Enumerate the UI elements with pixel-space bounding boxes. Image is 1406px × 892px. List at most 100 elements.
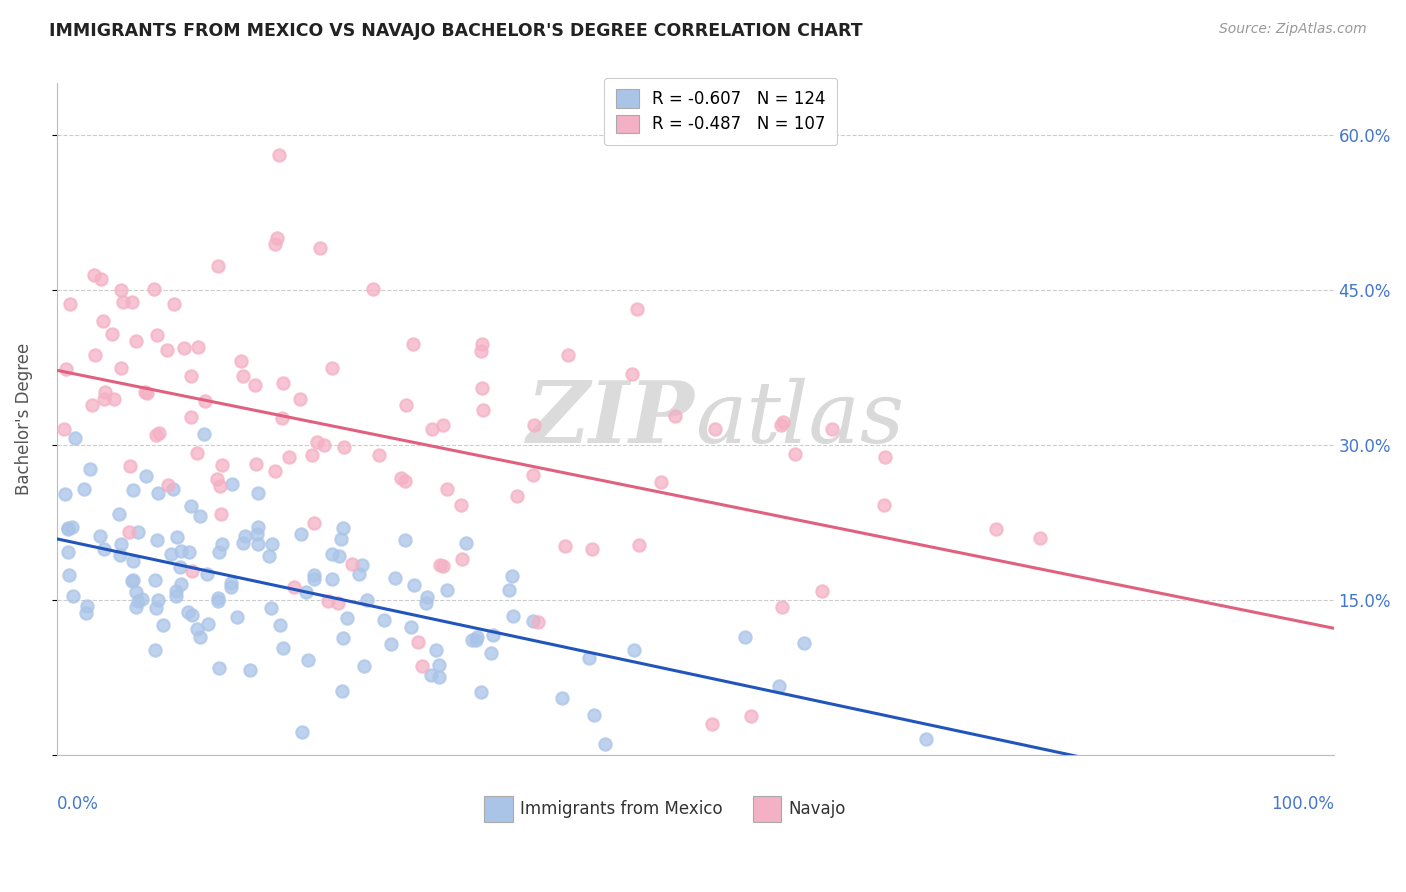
Point <box>650 475 672 489</box>
Point <box>90 272 112 286</box>
Point <box>89 529 111 543</box>
Point <box>623 643 645 657</box>
Point <box>309 241 332 255</box>
Point <box>75 606 97 620</box>
Point <box>664 409 686 423</box>
Point <box>432 559 454 574</box>
Point <box>367 448 389 462</box>
Point <box>436 482 458 496</box>
Point <box>873 498 896 512</box>
Point <box>321 360 343 375</box>
Point <box>145 427 167 442</box>
Point <box>394 474 416 488</box>
Point <box>402 337 425 351</box>
Point <box>193 427 215 442</box>
Point <box>127 594 149 608</box>
FancyBboxPatch shape <box>752 797 780 822</box>
Point <box>626 301 648 316</box>
Point <box>208 545 231 559</box>
Text: atlas: atlas <box>695 377 904 460</box>
Point <box>332 521 354 535</box>
Point <box>135 469 157 483</box>
Point <box>211 536 233 550</box>
Point <box>389 470 412 484</box>
Point <box>522 467 544 482</box>
Point <box>127 525 149 540</box>
Point <box>121 295 143 310</box>
Point <box>239 663 262 677</box>
Point <box>166 530 188 544</box>
Point <box>146 327 169 342</box>
Point <box>103 392 125 406</box>
Point <box>402 577 425 591</box>
Point <box>332 631 354 645</box>
Point <box>498 582 520 597</box>
Point <box>55 362 77 376</box>
Point <box>416 590 439 604</box>
Point <box>173 341 195 355</box>
Point <box>207 472 229 486</box>
Point <box>479 646 502 660</box>
Point <box>266 230 288 244</box>
Point <box>356 592 378 607</box>
Point <box>700 716 723 731</box>
Point <box>131 592 153 607</box>
Point <box>208 479 231 493</box>
Point <box>526 615 548 630</box>
Point <box>148 425 170 440</box>
Point <box>143 643 166 657</box>
Point <box>232 368 254 383</box>
Point <box>581 542 603 557</box>
Point <box>180 369 202 384</box>
Point <box>108 548 131 562</box>
Point <box>772 416 794 430</box>
Point <box>110 361 132 376</box>
Point <box>321 572 343 586</box>
Point <box>83 268 105 282</box>
Point <box>186 445 208 459</box>
Point <box>110 537 132 551</box>
Point <box>470 685 492 699</box>
Point <box>336 611 359 625</box>
Point <box>93 542 115 557</box>
Point <box>465 630 488 644</box>
Text: 0.0%: 0.0% <box>56 795 98 814</box>
Point <box>125 585 148 599</box>
Point <box>82 398 104 412</box>
Point <box>984 522 1007 536</box>
Point <box>551 691 574 706</box>
Point <box>260 537 283 551</box>
Point <box>231 354 253 368</box>
Text: 100.0%: 100.0% <box>1271 795 1334 814</box>
Point <box>165 584 187 599</box>
Point <box>425 642 447 657</box>
Point <box>522 614 544 628</box>
Point <box>583 708 606 723</box>
Point <box>557 348 579 362</box>
Point <box>283 580 305 594</box>
Point <box>162 483 184 497</box>
Point <box>170 577 193 591</box>
Point <box>406 634 429 648</box>
Point <box>195 567 218 582</box>
FancyBboxPatch shape <box>485 797 513 822</box>
Point <box>136 385 159 400</box>
Point <box>578 651 600 665</box>
Point <box>117 525 139 540</box>
Point <box>207 593 229 607</box>
Point <box>53 487 76 501</box>
Point <box>740 709 762 723</box>
Point <box>380 637 402 651</box>
Point <box>330 684 353 698</box>
Point <box>821 422 844 436</box>
Point <box>271 376 294 391</box>
Point <box>208 661 231 675</box>
Point <box>226 610 249 624</box>
Point <box>170 544 193 558</box>
Point <box>471 337 494 351</box>
Point <box>427 657 450 672</box>
Point <box>260 601 283 615</box>
Point <box>143 282 166 296</box>
Point <box>628 538 651 552</box>
Point <box>329 532 352 546</box>
